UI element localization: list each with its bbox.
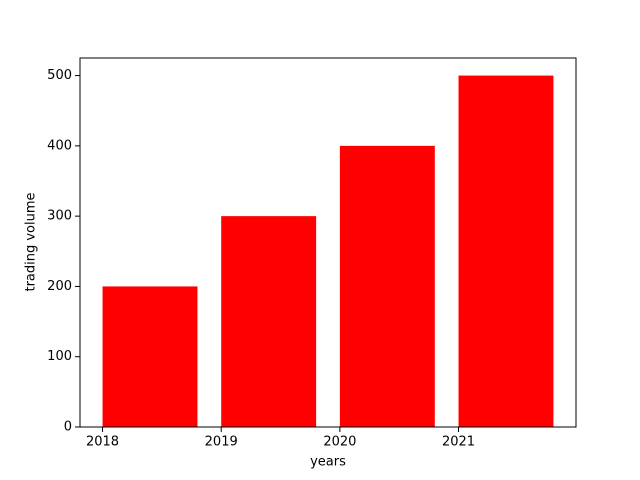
y-tick-label: 400 xyxy=(47,138,72,153)
bar xyxy=(458,75,554,428)
y-axis-label: trading volume xyxy=(24,192,39,291)
bar xyxy=(102,286,198,427)
x-tick-label: 2018 xyxy=(86,435,119,450)
bar xyxy=(339,145,435,427)
y-tick-label: 300 xyxy=(47,209,72,224)
x-tick-label: 2019 xyxy=(205,435,238,450)
x-tick-label: 2021 xyxy=(442,435,475,450)
x-axis-label: years xyxy=(310,455,346,470)
y-tick-label: 500 xyxy=(47,68,72,83)
x-tick-label: 2020 xyxy=(323,435,356,450)
plot-frame xyxy=(79,57,577,428)
y-tick-label: 200 xyxy=(47,279,72,294)
y-tick-label: 100 xyxy=(47,349,72,364)
bar xyxy=(221,216,317,427)
y-tick-label: 0 xyxy=(64,420,72,435)
